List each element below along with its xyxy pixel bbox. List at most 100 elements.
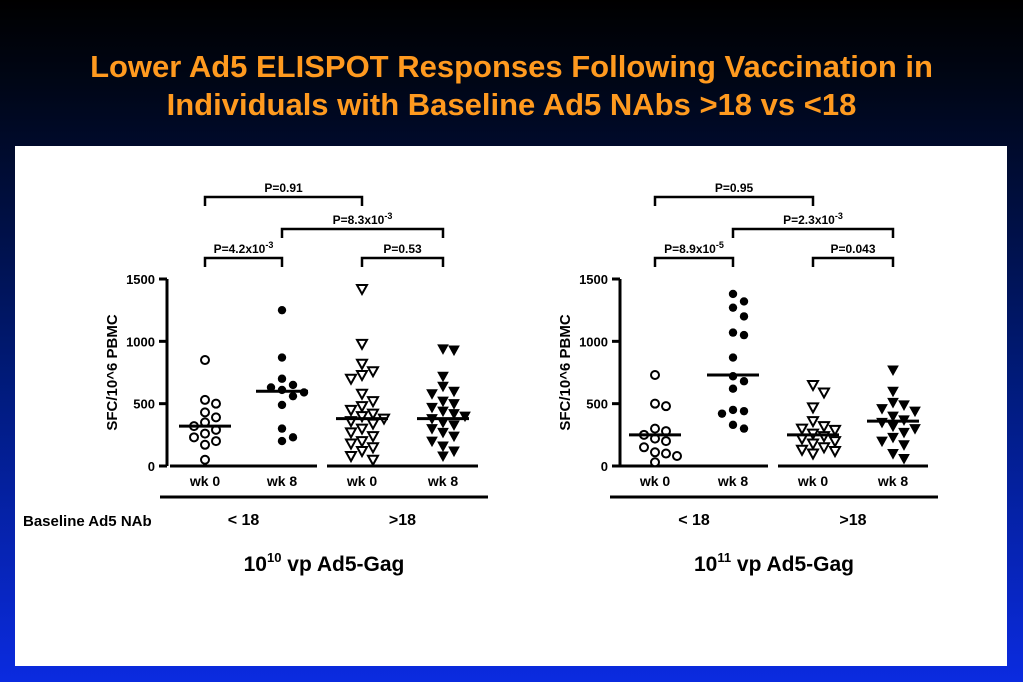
data-point	[344, 373, 358, 386]
x-tick-label: wk 8	[717, 473, 749, 489]
data-point	[887, 365, 899, 377]
dose-label: 1010 vp Ad5-Gag	[244, 550, 405, 576]
data-point	[828, 446, 842, 459]
data-point	[806, 448, 820, 461]
dose-label-rest: vp Ad5-Gag	[731, 553, 854, 576]
data-point	[898, 400, 910, 411]
data-point	[366, 442, 380, 455]
p-value-label: P=8.9x10-5	[664, 240, 724, 256]
p-value-label: P=2.3x10-3	[783, 211, 843, 227]
data-point	[448, 386, 460, 398]
significance-bracket	[731, 227, 895, 238]
data-point	[739, 297, 749, 306]
data-point	[437, 344, 449, 355]
data-point	[200, 439, 210, 450]
x-tick-label: wk 0	[189, 473, 221, 489]
data-point	[288, 380, 298, 390]
significance-bracket	[653, 256, 735, 267]
p-value-base: P=0.53	[383, 242, 422, 256]
data-point	[728, 405, 738, 415]
data-point	[437, 381, 449, 393]
data-point	[661, 401, 671, 412]
data-point	[448, 345, 460, 357]
data-point	[355, 423, 369, 436]
data-point	[277, 374, 287, 383]
y-axis-label: SFC/10^6 PBMC	[557, 314, 574, 430]
data-point	[817, 442, 831, 455]
data-point	[366, 396, 380, 409]
data-point	[211, 436, 221, 447]
data-point	[426, 389, 438, 400]
data-point	[437, 396, 449, 408]
dose-label-exponent: 10	[267, 550, 281, 565]
data-point	[739, 330, 749, 340]
data-point	[355, 283, 369, 297]
significance-bracket	[280, 227, 445, 238]
data-point	[277, 353, 287, 362]
data-point	[437, 451, 449, 463]
data-point	[728, 384, 738, 393]
data-point	[887, 397, 899, 409]
nab-group-label: < 18	[228, 512, 260, 529]
data-point	[448, 446, 460, 458]
data-point	[426, 436, 438, 448]
data-point	[448, 399, 460, 410]
data-point	[887, 421, 899, 433]
y-tick-label: 1500	[579, 272, 608, 287]
data-point	[650, 447, 660, 458]
data-point	[887, 411, 899, 423]
p-value-base: P=8.9x10	[664, 242, 716, 256]
data-point	[277, 305, 287, 315]
data-point	[344, 427, 358, 440]
data-point	[728, 420, 738, 430]
data-point	[344, 404, 358, 417]
p-value-exponent: -5	[716, 240, 724, 250]
data-point	[728, 328, 738, 337]
x-tick-label: wk 8	[877, 473, 909, 489]
significance-bracket	[203, 256, 284, 267]
data-point	[887, 432, 899, 444]
data-point	[366, 431, 380, 444]
data-point	[898, 427, 910, 439]
nab-group-label: >18	[389, 512, 416, 529]
data-point	[366, 418, 380, 431]
y-tick-label: 1000	[579, 334, 608, 349]
data-point	[448, 420, 460, 431]
data-point	[650, 423, 660, 434]
data-point	[650, 398, 660, 409]
data-point	[806, 379, 820, 393]
data-point	[806, 402, 820, 415]
y-tick-label: 500	[133, 397, 155, 412]
data-point	[288, 433, 298, 442]
chart-1: 0 500 1000 1500 SFC/10^6 PBMC wk 0 wk 8 wk 0 wk …	[104, 181, 488, 576]
data-point	[672, 451, 682, 462]
data-point	[200, 454, 210, 465]
data-point	[189, 432, 199, 443]
data-point	[426, 402, 438, 414]
data-point	[344, 438, 358, 451]
p-value-base: P=4.2x10	[214, 242, 266, 256]
data-point	[639, 442, 649, 453]
data-point	[200, 407, 210, 418]
data-point	[355, 411, 369, 424]
data-point	[876, 436, 888, 448]
chart-2: 0 500 1000 1500 SFC/10^6 PBMC wk 0 wk 8 wk 0 wk …	[557, 181, 938, 576]
significance-bracket	[360, 256, 445, 267]
y-tick-label: 1500	[126, 272, 155, 287]
data-point	[650, 457, 660, 468]
data-point	[806, 438, 820, 451]
data-point	[355, 401, 369, 414]
p-value-label: P=8.3x10-3	[333, 211, 393, 227]
data-point	[448, 431, 460, 443]
p-value-label: P=0.91	[264, 181, 303, 195]
data-point	[459, 411, 471, 423]
p-value-exponent: -3	[265, 240, 273, 250]
data-point	[437, 441, 449, 453]
significance-bracket	[653, 195, 815, 206]
data-point	[728, 303, 738, 312]
data-point	[355, 446, 369, 459]
data-point	[448, 409, 460, 420]
x-tick-label: wk 0	[346, 473, 378, 489]
data-point	[898, 440, 910, 451]
data-point	[366, 454, 380, 467]
